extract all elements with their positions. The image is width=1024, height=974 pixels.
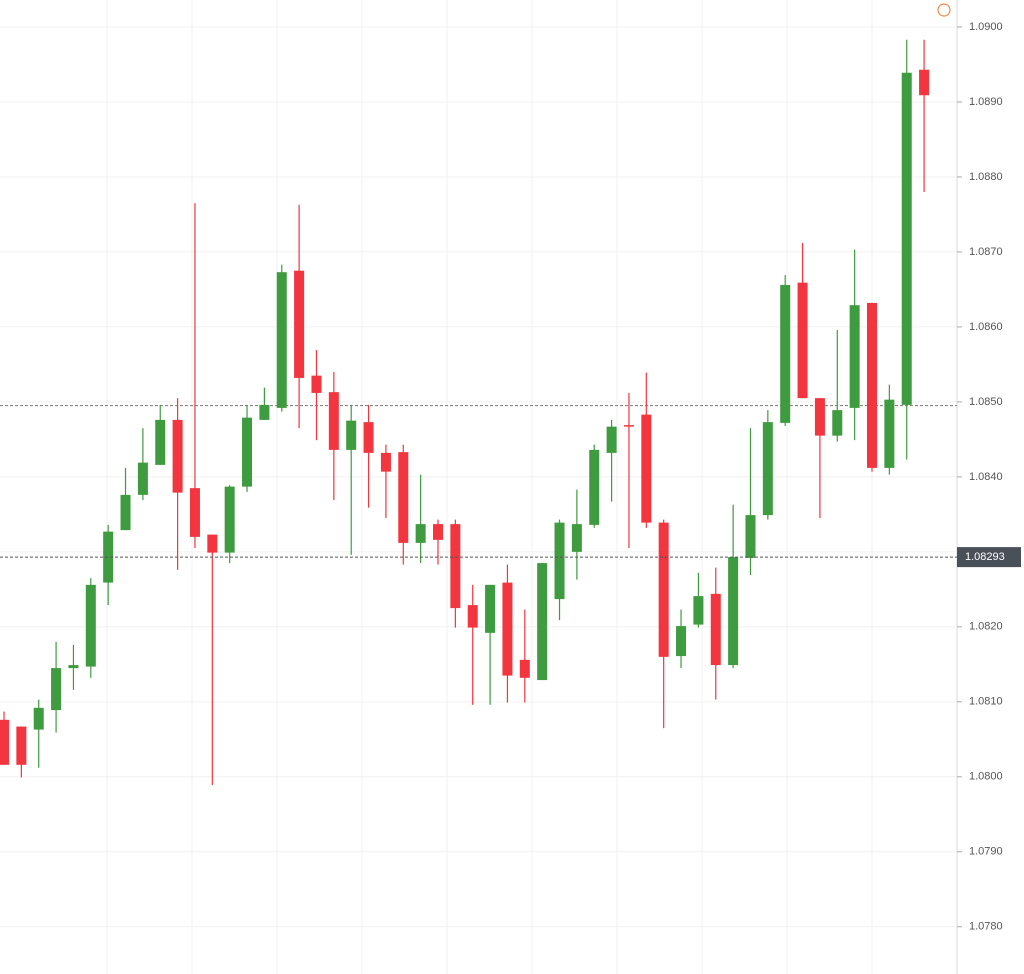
- y-tick-label: 1.0850: [969, 396, 1003, 408]
- candle-body: [328, 392, 339, 450]
- y-tick-label: 1.0870: [969, 246, 1003, 258]
- candle-body: [363, 422, 374, 453]
- candle-body: [242, 417, 253, 487]
- candle-body: [450, 524, 461, 609]
- candle-body: [606, 426, 617, 453]
- candle-body: [641, 414, 652, 523]
- candle-body: [780, 284, 791, 423]
- candle-body: [103, 531, 114, 583]
- candle-body: [172, 419, 183, 493]
- candle-body: [762, 422, 773, 516]
- candle-body: [919, 69, 930, 96]
- candle-body: [68, 665, 79, 669]
- candle-body: [832, 410, 843, 436]
- candle-body: [485, 584, 496, 633]
- candle-body: [85, 584, 96, 667]
- candle-body: [728, 557, 739, 666]
- candle-body: [519, 659, 530, 678]
- candle-body: [120, 494, 131, 531]
- candle-body: [554, 522, 565, 600]
- last-price-label: 1.08293: [965, 551, 1005, 563]
- candle-body: [155, 419, 166, 465]
- candle-body: [867, 302, 877, 468]
- candle-body: [224, 486, 235, 553]
- candle-body: [259, 404, 270, 420]
- candle-body: [380, 452, 391, 472]
- candle-body: [137, 462, 148, 495]
- candle-body: [415, 524, 426, 543]
- candle-body: [676, 626, 687, 657]
- candle-body: [467, 605, 478, 628]
- candle-body: [502, 582, 513, 676]
- y-tick-label: 1.0880: [969, 171, 1003, 183]
- candle-body: [276, 272, 287, 408]
- candle-body: [398, 452, 409, 543]
- y-tick-label: 1.0790: [969, 846, 1003, 858]
- candle-body: [294, 270, 305, 378]
- candle-body: [797, 282, 808, 399]
- y-tick-label: 1.0860: [969, 321, 1003, 333]
- candle-body: [623, 425, 634, 427]
- candle-body: [901, 72, 912, 405]
- vertical-grid: [106, 0, 873, 974]
- candle-body: [0, 719, 9, 765]
- y-tick-label: 1.0900: [969, 21, 1003, 33]
- candle-body: [16, 726, 27, 765]
- y-tick-label: 1.0780: [969, 921, 1003, 933]
- y-tick-label: 1.0820: [969, 621, 1003, 633]
- candle-body: [884, 399, 895, 468]
- settings-icon[interactable]: [937, 3, 951, 17]
- candle-body: [346, 420, 357, 450]
- candle-body: [745, 515, 756, 558]
- candle-body: [589, 449, 600, 525]
- candle-body: [537, 563, 548, 681]
- candle-body: [693, 596, 704, 625]
- y-tick-label: 1.0890: [969, 96, 1003, 108]
- candle-body: [658, 522, 669, 657]
- last-price-box: [957, 547, 1021, 568]
- candle-body: [814, 398, 825, 436]
- y-tick-label: 1.0800: [969, 771, 1003, 783]
- candle-body: [207, 534, 218, 553]
- candle-body: [189, 488, 200, 537]
- candle-body: [311, 375, 322, 393]
- candle-body: [51, 668, 62, 711]
- y-tick-label: 1.0840: [969, 471, 1003, 483]
- y-tick-label: 1.0810: [969, 696, 1003, 708]
- candle-body: [571, 524, 582, 552]
- candle-body: [33, 707, 44, 730]
- candle-body: [849, 305, 860, 408]
- candle-body: [433, 524, 443, 540]
- candle-body: [710, 593, 721, 666]
